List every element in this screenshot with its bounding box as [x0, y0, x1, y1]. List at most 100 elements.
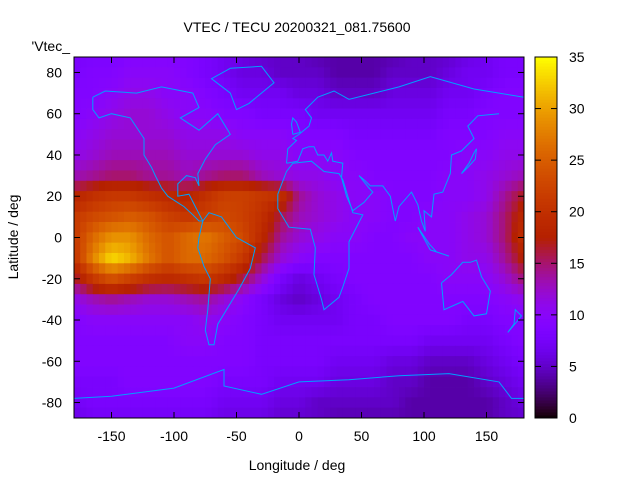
heatmap-cell	[467, 387, 475, 398]
heatmap-cell	[430, 335, 437, 347]
heatmap-cell	[361, 356, 369, 367]
colorbar-segment	[535, 207, 557, 211]
colorbar-segment	[535, 84, 557, 88]
heatmap-cell	[499, 201, 506, 213]
heatmap-cell	[330, 108, 337, 120]
heatmap-cell	[161, 314, 169, 326]
heatmap-cell	[142, 191, 150, 202]
heatmap-cell	[442, 387, 450, 398]
y-tick-label: 60	[46, 106, 62, 122]
heatmap-cell	[324, 242, 331, 254]
heatmap-cell	[380, 67, 387, 79]
heatmap-cell	[386, 376, 394, 388]
heatmap-cell	[461, 211, 469, 223]
heatmap-cell	[261, 387, 269, 398]
heatmap-cell	[355, 180, 362, 192]
heatmap-cell	[217, 170, 225, 182]
heatmap-cell	[436, 387, 444, 398]
heatmap-cell	[130, 191, 137, 202]
heatmap-cell	[449, 252, 456, 264]
heatmap-cell	[130, 77, 137, 89]
heatmap-cell	[74, 211, 81, 223]
heatmap-cell	[374, 170, 381, 182]
heatmap-cell	[455, 263, 462, 274]
heatmap-cell	[117, 397, 125, 409]
heatmap-cell	[242, 232, 250, 244]
heatmap-cell	[511, 118, 519, 130]
heatmap-cell	[517, 283, 525, 295]
heatmap-cell	[136, 57, 144, 68]
heatmap-cell	[517, 170, 525, 182]
heatmap-cell	[280, 87, 287, 99]
heatmap-cell	[486, 325, 494, 336]
heatmap-cell	[305, 149, 312, 161]
heatmap-cell	[130, 149, 137, 161]
heatmap-cell	[405, 87, 412, 99]
heatmap-cell	[149, 139, 156, 151]
heatmap-cell	[430, 149, 437, 161]
heatmap-cell	[392, 252, 400, 264]
colorbar-segment	[535, 387, 557, 392]
heatmap-cell	[274, 149, 281, 161]
colorbar-segment	[535, 357, 557, 362]
heatmap-cell	[249, 325, 256, 336]
heatmap-cell	[330, 180, 337, 192]
heatmap-cell	[180, 345, 187, 357]
heatmap-cell	[386, 170, 394, 182]
heatmap-cell	[392, 407, 400, 419]
heatmap-cell	[474, 67, 481, 79]
heatmap-cell	[80, 77, 87, 89]
heatmap-cell	[142, 366, 150, 378]
heatmap-cell	[342, 335, 350, 347]
heatmap-cell	[305, 211, 312, 223]
colorbar-segment	[535, 87, 557, 91]
heatmap-cell	[174, 118, 181, 130]
heatmap-cell	[467, 57, 475, 68]
heatmap-cell	[286, 366, 294, 378]
heatmap-cell	[261, 211, 269, 223]
heatmap-cell	[449, 283, 456, 295]
heatmap-cell	[274, 335, 281, 347]
heatmap-cell	[380, 118, 387, 130]
heatmap-cell	[505, 57, 512, 68]
heatmap-cell	[167, 118, 175, 130]
heatmap-cell	[292, 366, 300, 378]
heatmap-cell	[99, 397, 106, 409]
heatmap-cell	[386, 180, 394, 192]
heatmap-cell	[424, 118, 431, 130]
heatmap-cell	[405, 98, 412, 109]
heatmap-cell	[261, 397, 269, 409]
heatmap-cell	[274, 129, 281, 140]
heatmap-cell	[305, 294, 312, 305]
heatmap-cell	[111, 294, 119, 305]
heatmap-cell	[505, 170, 512, 182]
heatmap-cell	[142, 201, 150, 213]
heatmap-cell	[361, 407, 369, 419]
heatmap-cell	[92, 283, 100, 295]
heatmap-cell	[230, 273, 237, 285]
heatmap-cell	[474, 149, 481, 161]
heatmap-cell	[330, 232, 337, 244]
heatmap-cell	[80, 87, 87, 99]
heatmap-cell	[342, 345, 350, 357]
heatmap-cell	[274, 345, 281, 357]
heatmap-cell	[161, 222, 169, 233]
heatmap-cell	[424, 98, 431, 109]
heatmap-cell	[324, 283, 331, 295]
heatmap-cell	[455, 67, 462, 79]
heatmap-cell	[180, 160, 187, 171]
colorbar-segment	[535, 360, 557, 365]
heatmap-cell	[430, 108, 437, 120]
heatmap-cell	[274, 273, 281, 285]
heatmap-cell	[355, 263, 362, 274]
heatmap-cell	[161, 191, 169, 202]
heatmap-cell	[480, 108, 487, 120]
colorbar-tick-label: 10	[569, 307, 585, 323]
colorbar-tick-label: 0	[569, 410, 577, 426]
heatmap-cell	[105, 108, 112, 120]
heatmap-cell	[442, 304, 450, 316]
heatmap-cell	[380, 397, 387, 409]
heatmap-cell	[367, 170, 375, 182]
heatmap-cell	[342, 376, 350, 388]
heatmap-cell	[430, 387, 437, 398]
